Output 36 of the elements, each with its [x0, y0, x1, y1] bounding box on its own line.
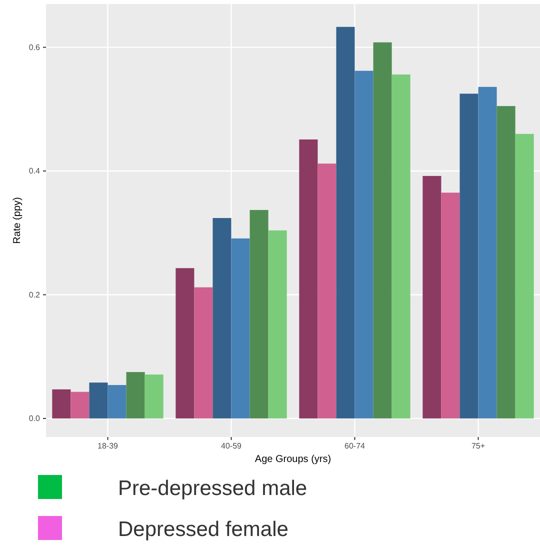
- bar: [354, 70, 374, 418]
- bar: [231, 238, 250, 418]
- bar: [126, 372, 145, 418]
- bar: [373, 42, 392, 418]
- bar: [70, 392, 90, 418]
- y-tick-label: 0.0: [28, 414, 41, 424]
- bar: [194, 287, 213, 418]
- bar: [250, 210, 268, 418]
- bar: [176, 268, 194, 418]
- bar: [392, 74, 410, 418]
- bar: [460, 94, 478, 418]
- text: Pre-depressed male: [118, 477, 308, 500]
- x-tick-label: 75+: [471, 442, 486, 451]
- x-tick-label: 18-39: [98, 442, 119, 451]
- y-tick-label: 0.6: [28, 42, 41, 52]
- bar: [89, 382, 108, 418]
- bar: [108, 385, 126, 418]
- y-tick-label: 0.4: [28, 166, 41, 176]
- bar: [422, 176, 442, 418]
- y-axis-title: Rate (ppy): [12, 197, 23, 244]
- bar: [478, 86, 497, 418]
- text: Depressed female: [118, 518, 288, 541]
- bar: [212, 218, 232, 418]
- y-tick-label: 0.2: [28, 290, 41, 300]
- x-axis-title: Age Groups (yrs): [254, 454, 332, 465]
- bar: [318, 164, 336, 418]
- bar: [144, 374, 164, 418]
- bar: [496, 106, 516, 418]
- bar: [268, 230, 287, 418]
- bar: [299, 139, 318, 418]
- bar: [52, 389, 71, 418]
- bar: [441, 192, 460, 418]
- x-tick-label: 40-59: [221, 442, 242, 451]
- bar: [336, 26, 355, 418]
- x-tick-label: 60-74: [344, 442, 366, 451]
- bar: [515, 134, 534, 418]
